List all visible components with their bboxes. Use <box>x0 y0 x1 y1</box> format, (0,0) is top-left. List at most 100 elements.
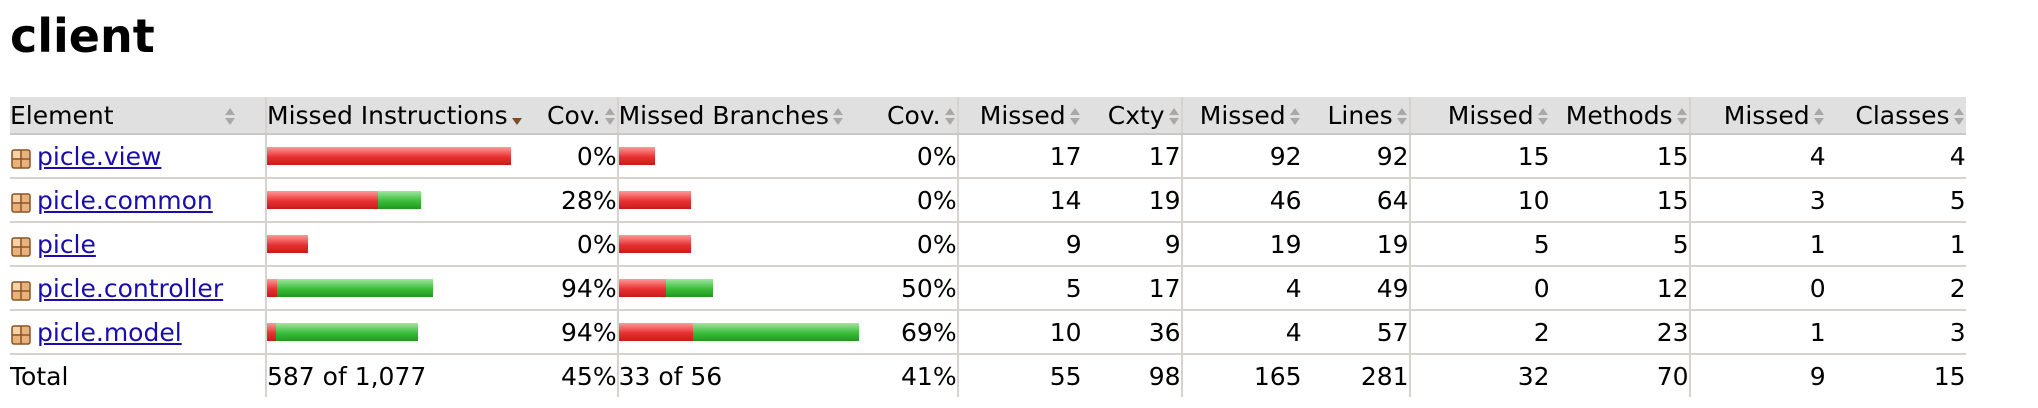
sort-arrows-icon <box>832 107 845 127</box>
table-row: picle.view 0% 0% 17 17 92 92 15 15 4 4 <box>10 134 1966 179</box>
total-missed-classes: 9 <box>1688 354 1826 397</box>
total-methods: 70 <box>1656 361 1689 391</box>
header-classes[interactable]: Classes <box>1825 97 1966 135</box>
package-icon <box>10 147 32 169</box>
branches-coverage-bar <box>618 191 866 209</box>
header-missed-methods[interactable]: Missed <box>1408 97 1550 135</box>
instructions-coverage-bar <box>267 147 524 165</box>
package-icon <box>10 279 32 301</box>
header-methods[interactable]: Methods <box>1549 97 1690 135</box>
missed-methods-cell: 5 <box>1408 222 1550 267</box>
cxty-cell: 17 <box>1081 266 1182 311</box>
total-lines: 281 <box>1360 361 1409 391</box>
table-row: picle.model 94% 69% 10 36 4 57 2 23 1 3 <box>10 310 1966 355</box>
missed-lines-cell: 92 <box>1180 134 1302 179</box>
package-icon <box>10 191 32 213</box>
table-row: picle.common 28% 0% 14 19 46 64 10 15 3 5 <box>10 178 1966 223</box>
total-missed-methods: 32 <box>1408 354 1550 397</box>
total-missed-branches: 33 of 56 <box>616 354 866 397</box>
missed-cxty-cell: 14 <box>956 178 1082 223</box>
sort-arrows-icon <box>224 107 237 127</box>
total-cxty: 98 <box>1148 361 1181 391</box>
missed-bar-segment <box>267 279 277 297</box>
sort-arrows-icon <box>1537 107 1550 127</box>
header-lines[interactable]: Lines <box>1301 97 1410 135</box>
lines-cell: 19 <box>1301 222 1410 267</box>
package-link[interactable]: picle.view <box>37 141 162 171</box>
sort-arrows-icon <box>604 107 617 127</box>
missed-bar-segment <box>618 235 691 253</box>
package-icon <box>10 323 32 345</box>
header-missed-lines[interactable]: Missed <box>1180 97 1302 135</box>
sort-arrows-icon <box>1953 107 1966 127</box>
methods-cell: 5 <box>1549 222 1690 267</box>
missed-cxty-cell: 17 <box>956 134 1082 179</box>
instructions-coverage-bar <box>267 279 524 297</box>
cov-instructions-cell: 28% <box>523 178 618 223</box>
covered-bar-segment <box>277 279 433 297</box>
missed-bar-segment <box>267 191 378 209</box>
branches-coverage-bar <box>618 279 866 297</box>
instructions-coverage-bar <box>267 323 524 341</box>
header-cxty[interactable]: Cxty <box>1081 97 1182 135</box>
header-missed-instructions[interactable]: Missed Instructions <box>265 97 524 135</box>
instructions-coverage-bar <box>267 235 524 253</box>
methods-cell: 23 <box>1549 310 1690 355</box>
sort-arrows-icon <box>1069 107 1082 127</box>
missed-bar-segment <box>267 147 511 165</box>
coverage-table: Element Missed Instructions Cov. Missed … <box>10 97 1966 397</box>
cov-branches-cell: 0% <box>865 178 958 223</box>
header-cov-branches[interactable]: Cov. <box>865 97 958 135</box>
missed-bar-segment <box>618 323 693 341</box>
missed-classes-cell: 3 <box>1688 178 1826 223</box>
lines-cell: 92 <box>1301 134 1410 179</box>
missed-methods-cell: 0 <box>1408 266 1550 311</box>
header-missed-classes[interactable]: Missed <box>1688 97 1826 135</box>
package-icon <box>10 235 32 257</box>
sort-descending-icon <box>511 107 524 127</box>
missed-methods-cell: 15 <box>1408 134 1550 179</box>
branches-coverage-bar <box>618 323 866 341</box>
covered-bar-segment <box>378 191 421 209</box>
missed-bar-segment <box>618 191 691 209</box>
total-label: Total <box>10 361 69 391</box>
missed-lines-cell: 4 <box>1180 266 1302 311</box>
missed-bar-segment <box>267 323 276 341</box>
branches-coverage-bar <box>618 147 866 165</box>
sort-arrows-icon <box>1289 107 1302 127</box>
methods-cell: 12 <box>1549 266 1690 311</box>
instructions-coverage-bar <box>267 191 524 209</box>
header-missed-branches[interactable]: Missed Branches <box>616 97 866 135</box>
cov-instructions-cell: 0% <box>523 134 618 179</box>
classes-cell: 3 <box>1825 310 1966 355</box>
package-link[interactable]: picle <box>37 229 96 259</box>
package-link[interactable]: picle.controller <box>37 273 224 303</box>
covered-bar-segment <box>665 279 713 297</box>
missed-lines-cell: 19 <box>1180 222 1302 267</box>
lines-cell: 57 <box>1301 310 1410 355</box>
cov-instructions-cell: 94% <box>523 310 618 355</box>
cov-branches-cell: 50% <box>865 266 958 311</box>
sort-arrows-icon <box>1676 107 1689 127</box>
table-row: picle 0% 0% 9 9 19 19 5 5 1 1 <box>10 222 1966 267</box>
lines-cell: 49 <box>1301 266 1410 311</box>
header-cov-instructions[interactable]: Cov. <box>523 97 618 135</box>
header-missed-cxty[interactable]: Missed <box>956 97 1082 135</box>
table-row: picle.controller 94% 50% 5 17 4 49 0 12 0 2 <box>10 266 1966 311</box>
sort-arrows-icon <box>1396 107 1409 127</box>
cxty-cell: 9 <box>1081 222 1182 267</box>
table-header-row: Element Missed Instructions Cov. Missed … <box>10 97 1966 135</box>
missed-lines-cell: 46 <box>1180 178 1302 223</box>
package-link[interactable]: picle.model <box>37 317 182 347</box>
missed-bar-segment <box>267 235 308 253</box>
package-link[interactable]: picle.common <box>37 185 213 215</box>
methods-cell: 15 <box>1549 178 1690 223</box>
cxty-cell: 17 <box>1081 134 1182 179</box>
missed-classes-cell: 4 <box>1688 134 1826 179</box>
cov-instructions-cell: 94% <box>523 266 618 311</box>
header-element[interactable]: Element <box>10 97 266 135</box>
total-classes: 15 <box>1933 361 1966 391</box>
total-missed-cxty: 55 <box>956 354 1082 397</box>
classes-cell: 4 <box>1825 134 1966 179</box>
total-missed-lines: 165 <box>1180 354 1302 397</box>
